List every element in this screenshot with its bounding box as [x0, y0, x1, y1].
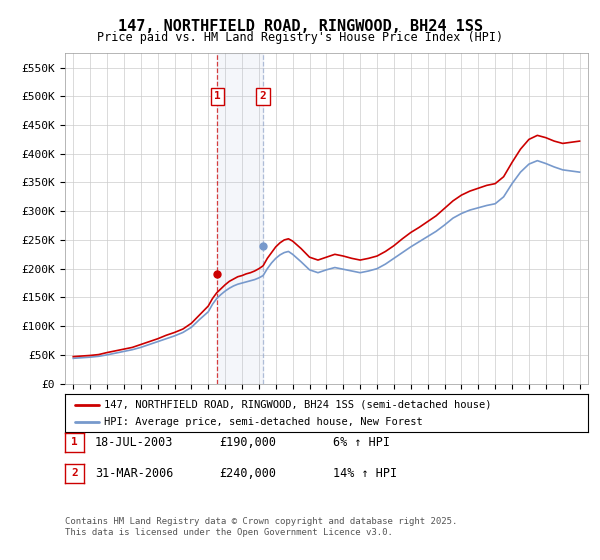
Text: 2: 2 — [260, 91, 266, 101]
Text: HPI: Average price, semi-detached house, New Forest: HPI: Average price, semi-detached house,… — [104, 417, 423, 427]
Text: £240,000: £240,000 — [219, 466, 276, 480]
Text: 18-JUL-2003: 18-JUL-2003 — [95, 436, 173, 449]
Text: 147, NORTHFIELD ROAD, RINGWOOD, BH24 1SS (semi-detached house): 147, NORTHFIELD ROAD, RINGWOOD, BH24 1SS… — [104, 399, 491, 409]
Text: Contains HM Land Registry data © Crown copyright and database right 2025.: Contains HM Land Registry data © Crown c… — [65, 517, 457, 526]
Text: £190,000: £190,000 — [219, 436, 276, 449]
Text: 1: 1 — [214, 91, 221, 101]
Text: 31-MAR-2006: 31-MAR-2006 — [95, 466, 173, 480]
Text: 2: 2 — [71, 468, 78, 478]
Bar — [217, 53, 263, 384]
Text: 6% ↑ HPI: 6% ↑ HPI — [333, 436, 390, 449]
Text: 1: 1 — [71, 437, 78, 447]
Text: 14% ↑ HPI: 14% ↑ HPI — [333, 466, 397, 480]
Text: Price paid vs. HM Land Registry's House Price Index (HPI): Price paid vs. HM Land Registry's House … — [97, 31, 503, 44]
Text: 147, NORTHFIELD ROAD, RINGWOOD, BH24 1SS: 147, NORTHFIELD ROAD, RINGWOOD, BH24 1SS — [118, 19, 482, 34]
Text: This data is licensed under the Open Government Licence v3.0.: This data is licensed under the Open Gov… — [65, 528, 392, 536]
